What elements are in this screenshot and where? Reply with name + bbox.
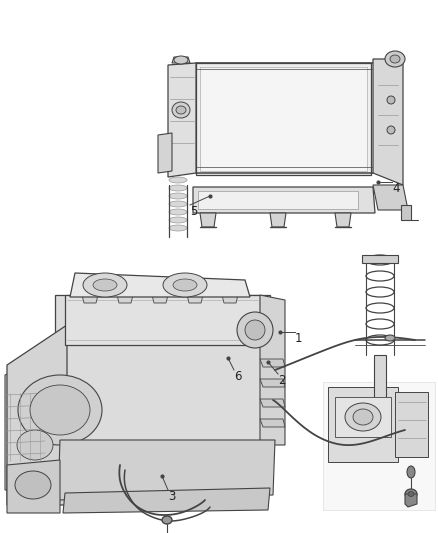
Ellipse shape (387, 96, 395, 104)
Ellipse shape (93, 279, 117, 291)
Polygon shape (117, 295, 133, 303)
Polygon shape (7, 325, 67, 505)
Ellipse shape (18, 375, 102, 445)
Ellipse shape (245, 320, 265, 340)
Ellipse shape (169, 225, 187, 231)
Ellipse shape (169, 193, 187, 199)
Ellipse shape (353, 409, 373, 425)
Polygon shape (172, 57, 190, 63)
Polygon shape (5, 305, 160, 490)
Ellipse shape (169, 201, 187, 207)
Ellipse shape (173, 279, 197, 291)
Ellipse shape (387, 126, 395, 134)
Ellipse shape (169, 209, 187, 215)
Polygon shape (200, 213, 216, 227)
Text: 1: 1 (295, 332, 303, 345)
Polygon shape (222, 295, 238, 303)
Polygon shape (65, 295, 260, 345)
Bar (198, 191, 358, 209)
Polygon shape (335, 397, 391, 437)
Bar (196, 63, 371, 175)
Polygon shape (323, 382, 435, 510)
Polygon shape (405, 494, 417, 507)
Text: 4: 4 (392, 182, 399, 195)
Polygon shape (373, 185, 408, 210)
Ellipse shape (17, 430, 53, 460)
Ellipse shape (162, 516, 172, 524)
Polygon shape (260, 399, 285, 407)
Polygon shape (401, 205, 411, 220)
Ellipse shape (163, 273, 207, 297)
Ellipse shape (385, 51, 405, 67)
Text: 6: 6 (234, 370, 241, 383)
Ellipse shape (30, 385, 90, 435)
Polygon shape (58, 440, 275, 500)
Polygon shape (335, 213, 351, 227)
Bar (362, 255, 398, 263)
Ellipse shape (385, 335, 395, 341)
Text: 2: 2 (278, 374, 286, 387)
Ellipse shape (390, 55, 400, 63)
Ellipse shape (174, 56, 188, 64)
Polygon shape (55, 295, 270, 455)
Ellipse shape (407, 466, 415, 478)
Polygon shape (158, 133, 172, 173)
Polygon shape (152, 295, 168, 303)
Ellipse shape (345, 403, 381, 431)
Polygon shape (7, 460, 60, 513)
Text: 3: 3 (168, 490, 175, 503)
Bar (374, 355, 386, 405)
Text: 5: 5 (190, 205, 198, 218)
Bar (200, 67, 367, 171)
Ellipse shape (169, 185, 187, 191)
Polygon shape (82, 295, 98, 303)
Polygon shape (260, 295, 285, 445)
Polygon shape (260, 379, 285, 387)
Polygon shape (373, 59, 403, 185)
Polygon shape (395, 392, 428, 457)
Ellipse shape (172, 102, 190, 118)
Polygon shape (260, 419, 285, 427)
Polygon shape (193, 187, 375, 213)
Ellipse shape (176, 106, 186, 114)
Ellipse shape (408, 491, 414, 497)
Polygon shape (270, 213, 286, 227)
Ellipse shape (405, 489, 417, 499)
Polygon shape (63, 488, 270, 513)
Ellipse shape (15, 471, 51, 499)
Ellipse shape (83, 273, 127, 297)
Polygon shape (328, 387, 398, 462)
Ellipse shape (169, 217, 187, 223)
Polygon shape (187, 295, 203, 303)
Polygon shape (70, 273, 250, 297)
Polygon shape (168, 63, 196, 177)
Ellipse shape (237, 312, 273, 348)
Ellipse shape (169, 177, 187, 183)
Polygon shape (260, 359, 285, 367)
